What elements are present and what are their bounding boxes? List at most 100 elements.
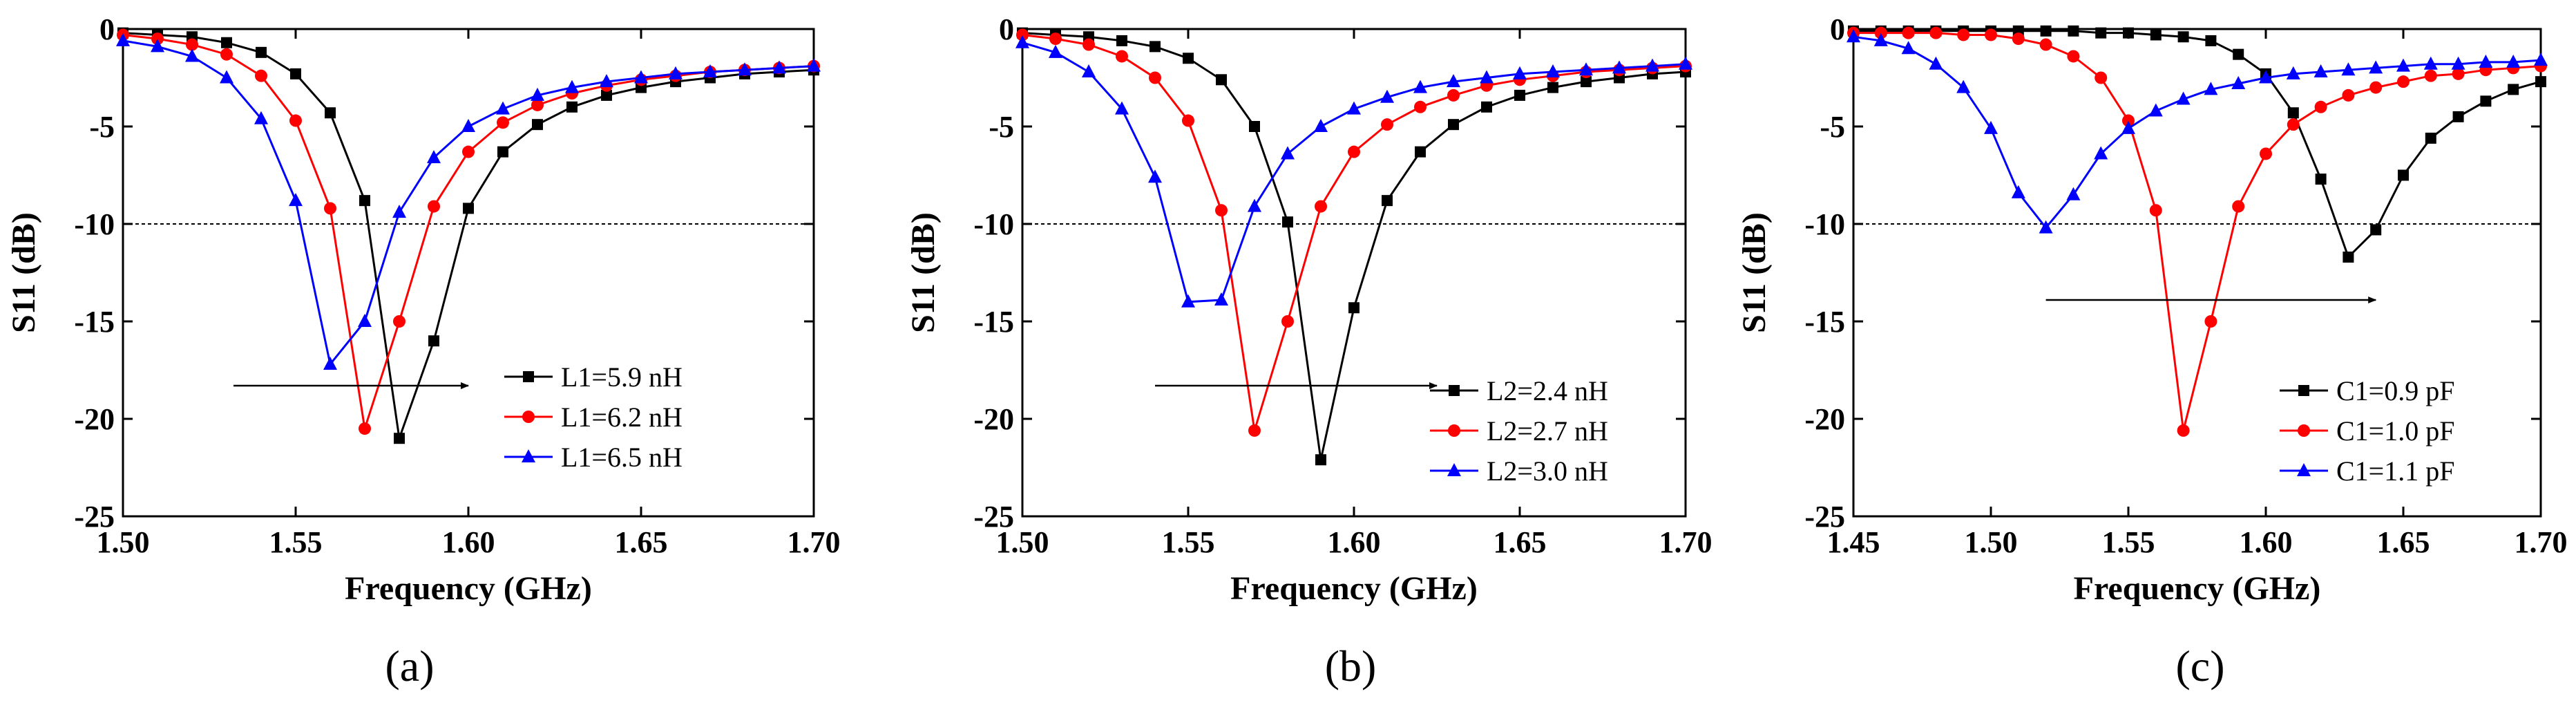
x-axis-title: Frequency (GHz) [2074, 570, 2321, 607]
data-point [1581, 76, 1592, 88]
data-point [738, 62, 752, 76]
data-point [1902, 26, 1915, 39]
data-point [2150, 29, 2162, 41]
y-tick-label: 0 [999, 12, 1014, 46]
data-point [1082, 64, 1096, 78]
x-tick-label: 1.55 [269, 525, 323, 559]
y-axis-title: S11 (dB) [905, 212, 942, 333]
legend-marker [2298, 385, 2309, 396]
y-tick-label: -25 [1804, 500, 1845, 534]
data-point [1015, 35, 1029, 48]
y-tick-label: -5 [989, 110, 1014, 144]
data-point [2259, 70, 2273, 84]
legend: C1=0.9 pF C1=1.0 pF C1=1.1 pF [2280, 375, 2454, 487]
data-point [2039, 220, 2053, 234]
data-point [359, 422, 371, 435]
legend-label: C1=1.1 pF [2336, 455, 2454, 487]
x-tick-label: 1.70 [1659, 525, 1712, 559]
data-point [1929, 26, 1943, 39]
x-tick-label: 1.45 [1827, 525, 1880, 559]
data-point [1214, 292, 1228, 306]
data-point [1381, 118, 1393, 131]
data-point [2423, 56, 2438, 70]
data-point [221, 37, 232, 48]
data-point [669, 66, 683, 79]
data-point [2176, 91, 2191, 105]
data-point [565, 79, 579, 93]
data-point [428, 335, 439, 347]
data-point [1448, 119, 1459, 131]
data-point [151, 32, 164, 46]
y-tick-label: -15 [74, 305, 115, 339]
data-point [1314, 119, 1328, 132]
y-tick-label: -5 [1820, 110, 1845, 144]
data-point [2012, 32, 2025, 46]
data-point [496, 101, 510, 115]
y-axis-title: S11 (dB) [1736, 212, 1773, 333]
data-point [1249, 121, 1260, 132]
data-point [2315, 173, 2327, 185]
data-point [1547, 82, 1558, 93]
data-point [1413, 79, 1427, 93]
data-point [1049, 44, 1062, 58]
legend-marker [523, 371, 534, 382]
data-point [2369, 81, 2383, 94]
data-point [1248, 424, 1261, 437]
data-point [2535, 76, 2546, 88]
x-tick-label: 1.50 [1965, 525, 2018, 559]
data-point [186, 38, 198, 51]
x-tick-label: 1.65 [615, 525, 668, 559]
data-point [1348, 145, 1360, 158]
legend-marker [2298, 424, 2310, 437]
data-point [1382, 195, 1393, 207]
data-point [600, 74, 613, 88]
data-point [1447, 88, 1460, 102]
legend-marker [1449, 385, 1460, 396]
data-point [1480, 70, 1494, 84]
legend-label: C1=0.9 pF [2336, 375, 2454, 406]
data-point [1016, 28, 1029, 41]
chart-panel-2: 1.50 1.55 1.60 1.65 1.70 0 -5 -10 -15 -20 -25 Frequ… [905, 12, 1712, 690]
legend: L2=2.4 nH L2=2.7 nH L2=3.0 nH [1430, 375, 1608, 487]
data-point [2452, 111, 2464, 122]
data-point [2479, 54, 2493, 68]
data-point [461, 119, 475, 132]
data-point [1347, 101, 1361, 115]
data-point [1148, 169, 1162, 183]
data-point [2425, 132, 2436, 144]
data-point [703, 64, 717, 78]
chart-panel-3: 1.45 1.50 1.55 1.60 1.65 1.70 0 -5 -10 -15 -20 -25 F… [1736, 12, 2568, 690]
legend-label: C1=1.0 pF [2336, 415, 2454, 446]
data-point [531, 98, 544, 111]
data-point [185, 48, 199, 62]
data-point [2204, 315, 2217, 328]
x-tick-label: 1.60 [2240, 525, 2293, 559]
series-3 [1015, 35, 1692, 308]
data-point [2287, 118, 2300, 131]
data-point [289, 193, 303, 207]
series-line [1853, 32, 2541, 431]
data-point [2451, 56, 2465, 70]
data-point [1348, 302, 1359, 314]
data-point [1115, 101, 1129, 115]
x-axis-title: Frequency (GHz) [1230, 570, 1478, 607]
data-point [1315, 454, 1326, 466]
data-point [324, 202, 336, 215]
data-point [2094, 146, 2108, 160]
data-point [1956, 79, 1971, 93]
data-point [1447, 74, 1460, 88]
legend-marker [1448, 424, 1460, 437]
y-tick-label: -25 [74, 500, 115, 534]
x-tick-label: 1.50 [97, 525, 150, 559]
legend-label: L2=2.7 nH [1487, 415, 1608, 446]
data-point [2287, 107, 2299, 119]
data-point [1181, 294, 1195, 308]
data-point [2369, 60, 2383, 74]
x-tick-label: 1.50 [996, 525, 1049, 559]
data-point [359, 195, 370, 207]
x-tick-label: 1.70 [788, 525, 841, 559]
data-point [151, 39, 164, 53]
panel-label: (c) [2175, 641, 2224, 690]
data-point [220, 70, 233, 84]
x-tick-label: 1.55 [2102, 525, 2155, 559]
